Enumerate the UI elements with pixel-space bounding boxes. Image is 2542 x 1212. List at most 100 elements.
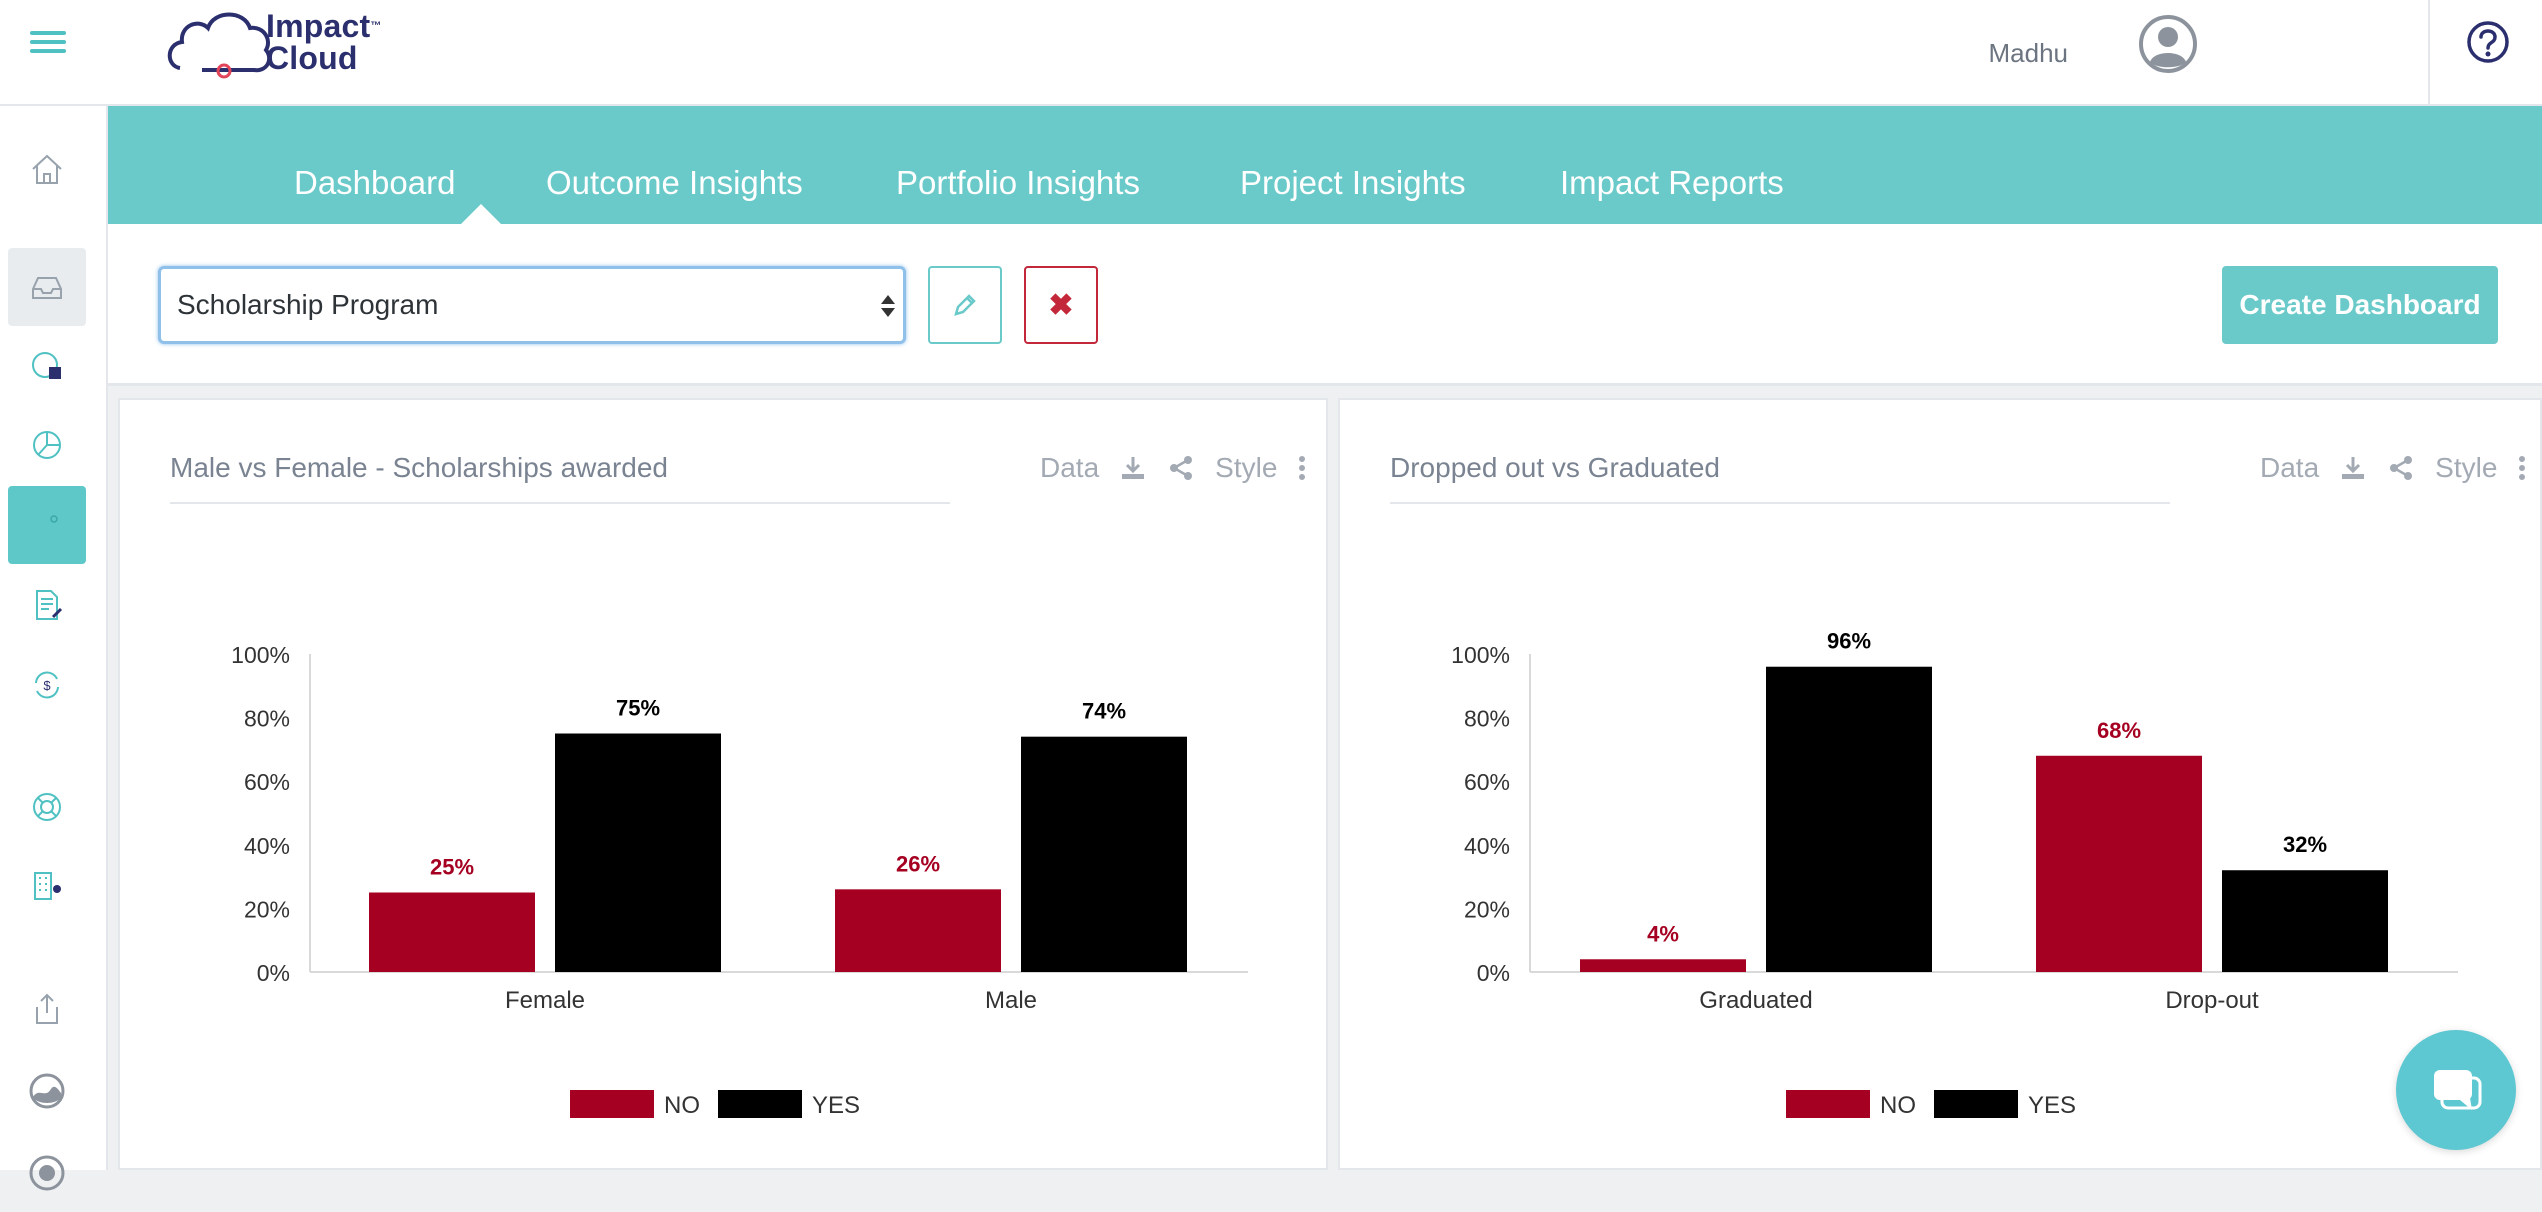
- y-tick-label: 60%: [244, 769, 290, 795]
- y-tick-label: 100%: [1451, 642, 1510, 668]
- data-label: 25%: [430, 855, 474, 880]
- y-tick-label: 40%: [244, 833, 290, 859]
- more-options-icon[interactable]: [2517, 454, 2527, 482]
- header-divider: [2428, 0, 2430, 104]
- tab-impact-reports[interactable]: Impact Reports: [1560, 164, 1784, 201]
- lifebuoy-icon[interactable]: [8, 768, 86, 846]
- tab-outcome-insights[interactable]: Outcome Insights: [546, 164, 803, 201]
- logo-text: Impact™ Cloud: [266, 10, 382, 74]
- data-label: 32%: [2283, 832, 2327, 857]
- bar-chart-gender: 0% 20% 40% 60% 80% 100% 25% 75% Female 26% 74% Male…: [231, 642, 1248, 1119]
- y-tick-label: 80%: [1464, 706, 1510, 732]
- bar-no-drop-out: [2036, 755, 2202, 972]
- legend-label: YES: [2028, 1092, 2076, 1119]
- share-icon[interactable]: [2387, 454, 2415, 482]
- report-chart-icon[interactable]: [8, 326, 86, 404]
- legend-swatch: [1786, 1090, 1870, 1118]
- document-edit-icon[interactable]: [8, 566, 86, 644]
- export-icon[interactable]: [8, 970, 86, 1048]
- bar-no-graduated: [1580, 959, 1746, 972]
- tab-portfolio-insights[interactable]: Portfolio Insights: [896, 164, 1140, 201]
- x-category-label: Female: [505, 987, 585, 1014]
- dashboard-select-value: Scholarship Program: [177, 289, 439, 320]
- pencil-icon: [954, 294, 976, 316]
- y-tick-label: 100%: [231, 642, 290, 668]
- y-tick-label: 80%: [244, 706, 290, 732]
- legend-label: NO: [664, 1092, 700, 1119]
- data-button[interactable]: Data: [1040, 452, 1100, 483]
- delete-dashboard-button[interactable]: ✖: [1024, 266, 1098, 344]
- bar-yes-drop-out: [2222, 870, 2388, 972]
- data-label: 68%: [2097, 718, 2141, 743]
- chart-panel-gender: Male vs Female - Scholarships awarded Da…: [118, 398, 1328, 1170]
- username-label[interactable]: Madhu: [1988, 38, 2069, 68]
- impact-cloud-logo[interactable]: Impact™ Cloud: [166, 4, 406, 88]
- y-tick-label: 20%: [1464, 896, 1510, 922]
- panel-title: Male vs Female - Scholarships awarded: [170, 452, 668, 483]
- panel-title: Dropped out vs Graduated: [1390, 452, 1720, 483]
- globe-icon[interactable]: [8, 1052, 86, 1130]
- user-avatar-icon[interactable]: [2138, 14, 2198, 74]
- active-tab-indicator: [461, 204, 501, 224]
- edit-dashboard-button[interactable]: [928, 266, 1002, 344]
- x-category-label: Drop-out: [2165, 987, 2259, 1014]
- svg-text:$: $: [43, 678, 51, 693]
- inbox-icon[interactable]: [8, 248, 86, 326]
- style-button[interactable]: Style: [2435, 452, 2498, 483]
- panel-tools: Data Style: [2260, 452, 2542, 484]
- legend-swatch: [718, 1090, 802, 1118]
- y-tick-label: 0%: [257, 960, 290, 986]
- data-label: 96%: [1827, 629, 1871, 654]
- user-circle-icon[interactable]: [8, 1134, 86, 1212]
- bar-chart-dropout: 0% 20% 40% 60% 80% 100% 4% 96% Graduated 68% 32% Dr…: [1451, 629, 2458, 1119]
- tab-project-insights[interactable]: Project Insights: [1240, 164, 1466, 201]
- legend-swatch: [1934, 1090, 2018, 1118]
- building-icon[interactable]: [8, 846, 86, 924]
- home-icon[interactable]: [8, 130, 86, 208]
- x-category-label: Graduated: [1699, 987, 1812, 1014]
- legend-swatch: [570, 1090, 654, 1118]
- hamburger-menu-icon[interactable]: [30, 26, 66, 62]
- create-dashboard-button[interactable]: Create Dashboard: [2222, 266, 2498, 344]
- close-icon: ✖: [1048, 288, 1074, 322]
- bar-no-male: [835, 889, 1001, 972]
- dashboard-icon[interactable]: [8, 486, 86, 564]
- chart-panel-dropout: Dropped out vs Graduated Data Style 0% 20…: [1338, 398, 2542, 1170]
- legend-label: NO: [1880, 1092, 1916, 1119]
- style-button[interactable]: Style: [1215, 452, 1278, 483]
- chat-support-button[interactable]: [2396, 1030, 2516, 1150]
- y-tick-label: 0%: [1477, 960, 1510, 986]
- main-nav: Dashboard Outcome Insights Portfolio Ins…: [108, 106, 2542, 224]
- data-button[interactable]: Data: [2260, 452, 2320, 483]
- data-label: 75%: [616, 696, 660, 721]
- logo-trademark: ™: [370, 20, 382, 32]
- x-category-label: Male: [985, 987, 1037, 1014]
- help-icon[interactable]: [2466, 20, 2510, 64]
- dashboard-select[interactable]: Scholarship Program: [158, 266, 906, 344]
- panel-tools: Data Style: [1040, 452, 1327, 484]
- logo-line1: Impact: [266, 8, 371, 44]
- bar-yes-graduated: [1766, 666, 1932, 972]
- legend-label: YES: [812, 1092, 860, 1119]
- top-header: Impact™ Cloud Madhu: [0, 0, 2542, 106]
- more-options-icon[interactable]: [1297, 454, 1307, 482]
- download-icon[interactable]: [2339, 454, 2367, 482]
- cloud-logo-icon: [167, 12, 272, 79]
- dollar-cycle-icon[interactable]: $: [8, 646, 86, 724]
- data-label: 74%: [1082, 699, 1126, 724]
- bar-no-female: [369, 892, 535, 972]
- pie-chart-icon[interactable]: [8, 406, 86, 484]
- download-icon[interactable]: [1119, 454, 1147, 482]
- y-tick-label: 60%: [1464, 769, 1510, 795]
- left-sidebar: $: [0, 106, 108, 1191]
- dashboard-toolbar: Scholarship Program ✖ Create Dashboard: [108, 224, 2542, 386]
- title-underline: [1390, 502, 2170, 504]
- logo-line2: Cloud: [266, 40, 358, 76]
- tab-dashboard[interactable]: Dashboard: [294, 164, 456, 201]
- select-arrows-icon: [881, 295, 895, 317]
- bar-yes-female: [555, 733, 721, 972]
- share-icon[interactable]: [1167, 454, 1195, 482]
- data-label: 26%: [896, 851, 940, 876]
- chat-icon: [2434, 1070, 2482, 1110]
- y-tick-label: 40%: [1464, 833, 1510, 859]
